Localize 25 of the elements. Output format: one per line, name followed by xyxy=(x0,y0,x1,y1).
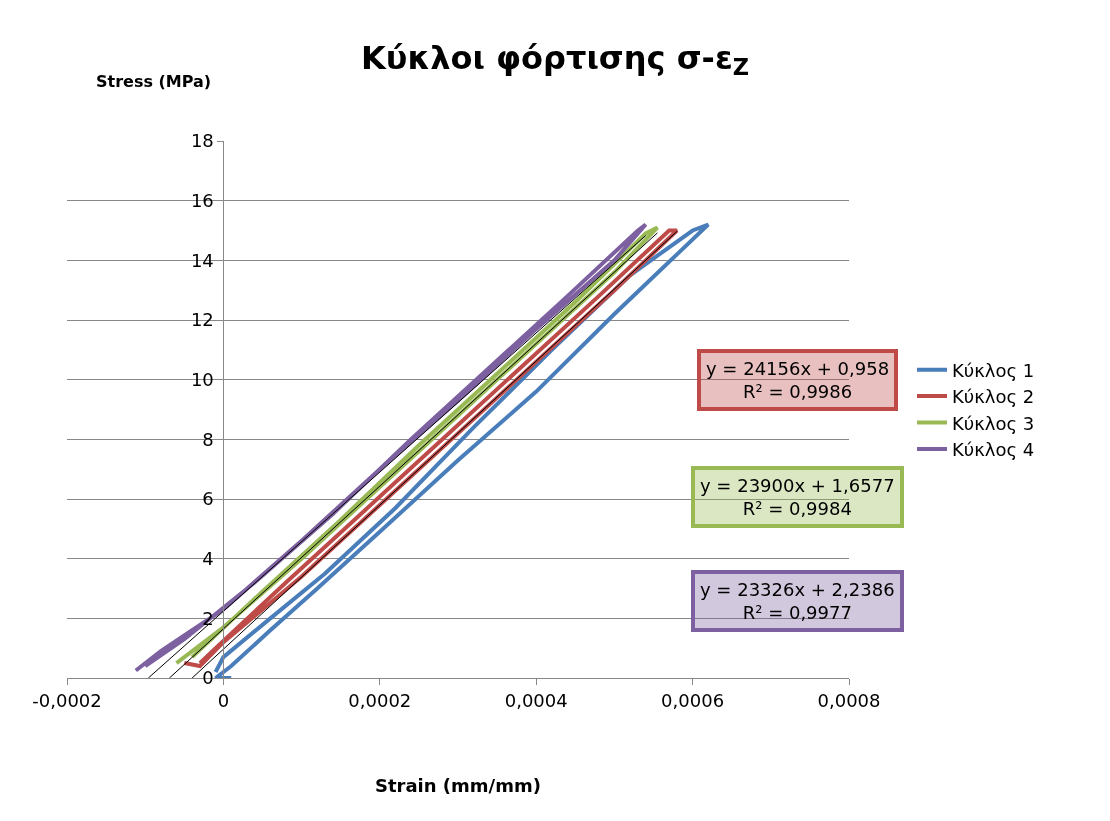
annotation: y = 23326x + 2,2386 R² = 0,9977 xyxy=(700,579,895,624)
x-tick-label: 0 xyxy=(217,689,230,711)
annotation: y = 24156x + 0,958 R² = 0,9986 xyxy=(706,358,890,403)
annotation: y = 23900x + 1,6577 R² = 0,9984 xyxy=(700,475,895,520)
x-tick-label: 0,0006 xyxy=(661,689,725,711)
x-tick-label: 0,0004 xyxy=(504,689,568,711)
legend-label: Κύκλος 1 xyxy=(952,359,1035,381)
x-tick-label: -0,0002 xyxy=(32,689,102,711)
legend-label: Κύκλος 4 xyxy=(952,438,1035,460)
y-axis-title: Stress (MPa) xyxy=(96,72,212,91)
chart-title: Κύκλοι φόρτισης σ-ε$_{Z}$ xyxy=(361,38,749,81)
y-tick-label: 14 xyxy=(190,249,214,271)
y-tick-label: 8 xyxy=(202,428,214,450)
x-axis-title: Strain (mm/mm) xyxy=(375,775,541,796)
x-tick-label: 0,0008 xyxy=(817,689,881,711)
legend-label: Κύκλος 2 xyxy=(952,386,1035,408)
y-tick-label: 12 xyxy=(190,309,214,331)
y-tick-label: 16 xyxy=(190,189,214,211)
legend-label: Κύκλος 3 xyxy=(952,412,1035,434)
x-tick-label: 0,0002 xyxy=(348,689,412,711)
y-tick-label: 4 xyxy=(202,547,214,569)
y-tick-label: 6 xyxy=(202,488,214,510)
y-tick-label: 10 xyxy=(190,368,214,390)
y-tick-label: 0 xyxy=(202,667,214,689)
y-tick-label: 18 xyxy=(190,130,214,152)
